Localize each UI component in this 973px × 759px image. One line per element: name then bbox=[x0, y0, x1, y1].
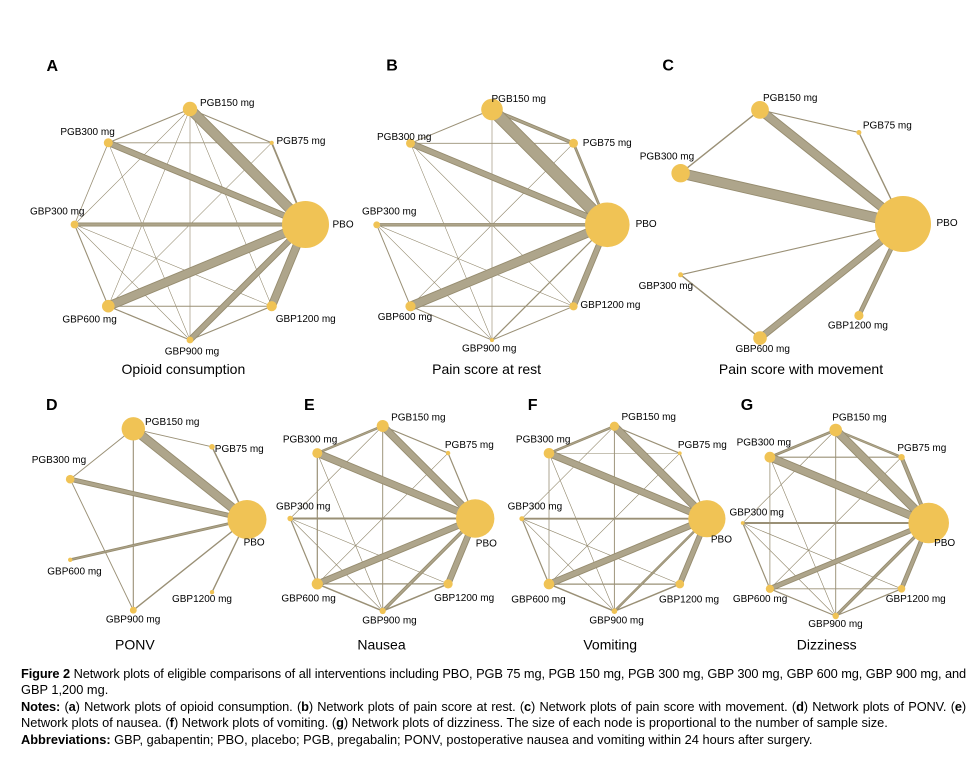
svg-text:GBP1200 mg: GBP1200 mg bbox=[276, 314, 336, 325]
svg-text:PGB300 mg: PGB300 mg bbox=[737, 437, 791, 448]
svg-text:PBO: PBO bbox=[333, 220, 354, 231]
svg-text:PGB300 mg: PGB300 mg bbox=[32, 455, 86, 466]
svg-text:GBP900 mg: GBP900 mg bbox=[362, 616, 416, 627]
svg-text:PBO: PBO bbox=[636, 219, 657, 230]
svg-text:GBP900 mg: GBP900 mg bbox=[106, 615, 160, 626]
svg-text:F: F bbox=[528, 397, 538, 414]
svg-text:Nausea: Nausea bbox=[357, 637, 405, 653]
svg-text:GBP1200 mg: GBP1200 mg bbox=[580, 300, 640, 311]
svg-text:GBP300 mg: GBP300 mg bbox=[639, 281, 693, 292]
svg-text:PONV: PONV bbox=[115, 637, 155, 653]
svg-text:PGB150 mg: PGB150 mg bbox=[832, 413, 886, 424]
svg-text:PGB150 mg: PGB150 mg bbox=[492, 94, 546, 105]
svg-text:PBO: PBO bbox=[937, 218, 958, 229]
svg-text:GBP1200 mg: GBP1200 mg bbox=[434, 593, 494, 604]
svg-text:GBP600 mg: GBP600 mg bbox=[47, 567, 101, 578]
svg-text:E: E bbox=[304, 397, 315, 414]
svg-text:GBP300 mg: GBP300 mg bbox=[276, 501, 330, 512]
svg-text:GBP1200 mg: GBP1200 mg bbox=[659, 595, 719, 606]
svg-text:PGB300 mg: PGB300 mg bbox=[60, 127, 114, 138]
svg-text:PGB300 mg: PGB300 mg bbox=[283, 434, 337, 445]
svg-text:GBP1200 mg: GBP1200 mg bbox=[172, 594, 232, 605]
svg-text:PGB75 mg: PGB75 mg bbox=[445, 440, 494, 451]
svg-text:PGB75 mg: PGB75 mg bbox=[863, 121, 912, 132]
svg-text:PGB150 mg: PGB150 mg bbox=[145, 417, 199, 428]
svg-text:GBP300 mg: GBP300 mg bbox=[508, 502, 562, 513]
svg-text:C: C bbox=[662, 58, 674, 75]
svg-text:PGB75 mg: PGB75 mg bbox=[277, 136, 326, 147]
svg-text:PGB300 mg: PGB300 mg bbox=[640, 152, 694, 163]
svg-text:PBO: PBO bbox=[934, 538, 955, 549]
svg-text:GBP300 mg: GBP300 mg bbox=[30, 207, 84, 218]
svg-text:GBP600 mg: GBP600 mg bbox=[735, 344, 789, 355]
svg-text:GBP600 mg: GBP600 mg bbox=[733, 594, 787, 605]
svg-text:GBP600 mg: GBP600 mg bbox=[511, 595, 565, 606]
svg-text:G: G bbox=[741, 397, 753, 414]
svg-text:PGB300 mg: PGB300 mg bbox=[377, 132, 431, 143]
svg-text:PBO: PBO bbox=[244, 538, 265, 549]
svg-text:PGB300 mg: PGB300 mg bbox=[516, 435, 570, 446]
svg-text:PGB150 mg: PGB150 mg bbox=[763, 93, 817, 104]
svg-text:GBP300 mg: GBP300 mg bbox=[729, 508, 783, 519]
svg-text:GBP900 mg: GBP900 mg bbox=[462, 344, 516, 355]
svg-text:PBO: PBO bbox=[476, 538, 497, 549]
svg-text:PGB150 mg: PGB150 mg bbox=[200, 98, 254, 109]
svg-text:Pain score with movement: Pain score with movement bbox=[719, 361, 883, 377]
svg-text:GBP1200 mg: GBP1200 mg bbox=[828, 321, 888, 332]
svg-text:GBP900 mg: GBP900 mg bbox=[808, 619, 862, 630]
svg-text:B: B bbox=[386, 58, 398, 75]
svg-text:PGB75 mg: PGB75 mg bbox=[215, 444, 264, 455]
svg-text:PGB75 mg: PGB75 mg bbox=[897, 443, 946, 454]
svg-text:PBO: PBO bbox=[711, 535, 732, 546]
svg-text:Pain score at rest: Pain score at rest bbox=[432, 361, 541, 377]
svg-text:PGB75 mg: PGB75 mg bbox=[678, 440, 727, 451]
svg-text:GBP600 mg: GBP600 mg bbox=[62, 315, 116, 326]
svg-text:PGB150 mg: PGB150 mg bbox=[391, 412, 445, 423]
svg-text:A: A bbox=[47, 58, 59, 75]
svg-text:Dizziness: Dizziness bbox=[797, 637, 857, 653]
svg-text:GBP600 mg: GBP600 mg bbox=[281, 594, 335, 605]
svg-text:Opioid consumption: Opioid consumption bbox=[122, 361, 246, 377]
svg-text:PGB75 mg: PGB75 mg bbox=[583, 138, 632, 149]
svg-text:Vomiting: Vomiting bbox=[583, 637, 637, 653]
svg-text:PGB150 mg: PGB150 mg bbox=[622, 412, 676, 423]
svg-text:GBP600 mg: GBP600 mg bbox=[378, 312, 432, 323]
svg-text:GBP900 mg: GBP900 mg bbox=[165, 347, 219, 358]
svg-text:D: D bbox=[46, 397, 58, 414]
svg-text:GBP1200 mg: GBP1200 mg bbox=[886, 594, 946, 605]
svg-text:GBP300 mg: GBP300 mg bbox=[362, 206, 416, 217]
svg-text:GBP900 mg: GBP900 mg bbox=[589, 616, 643, 627]
